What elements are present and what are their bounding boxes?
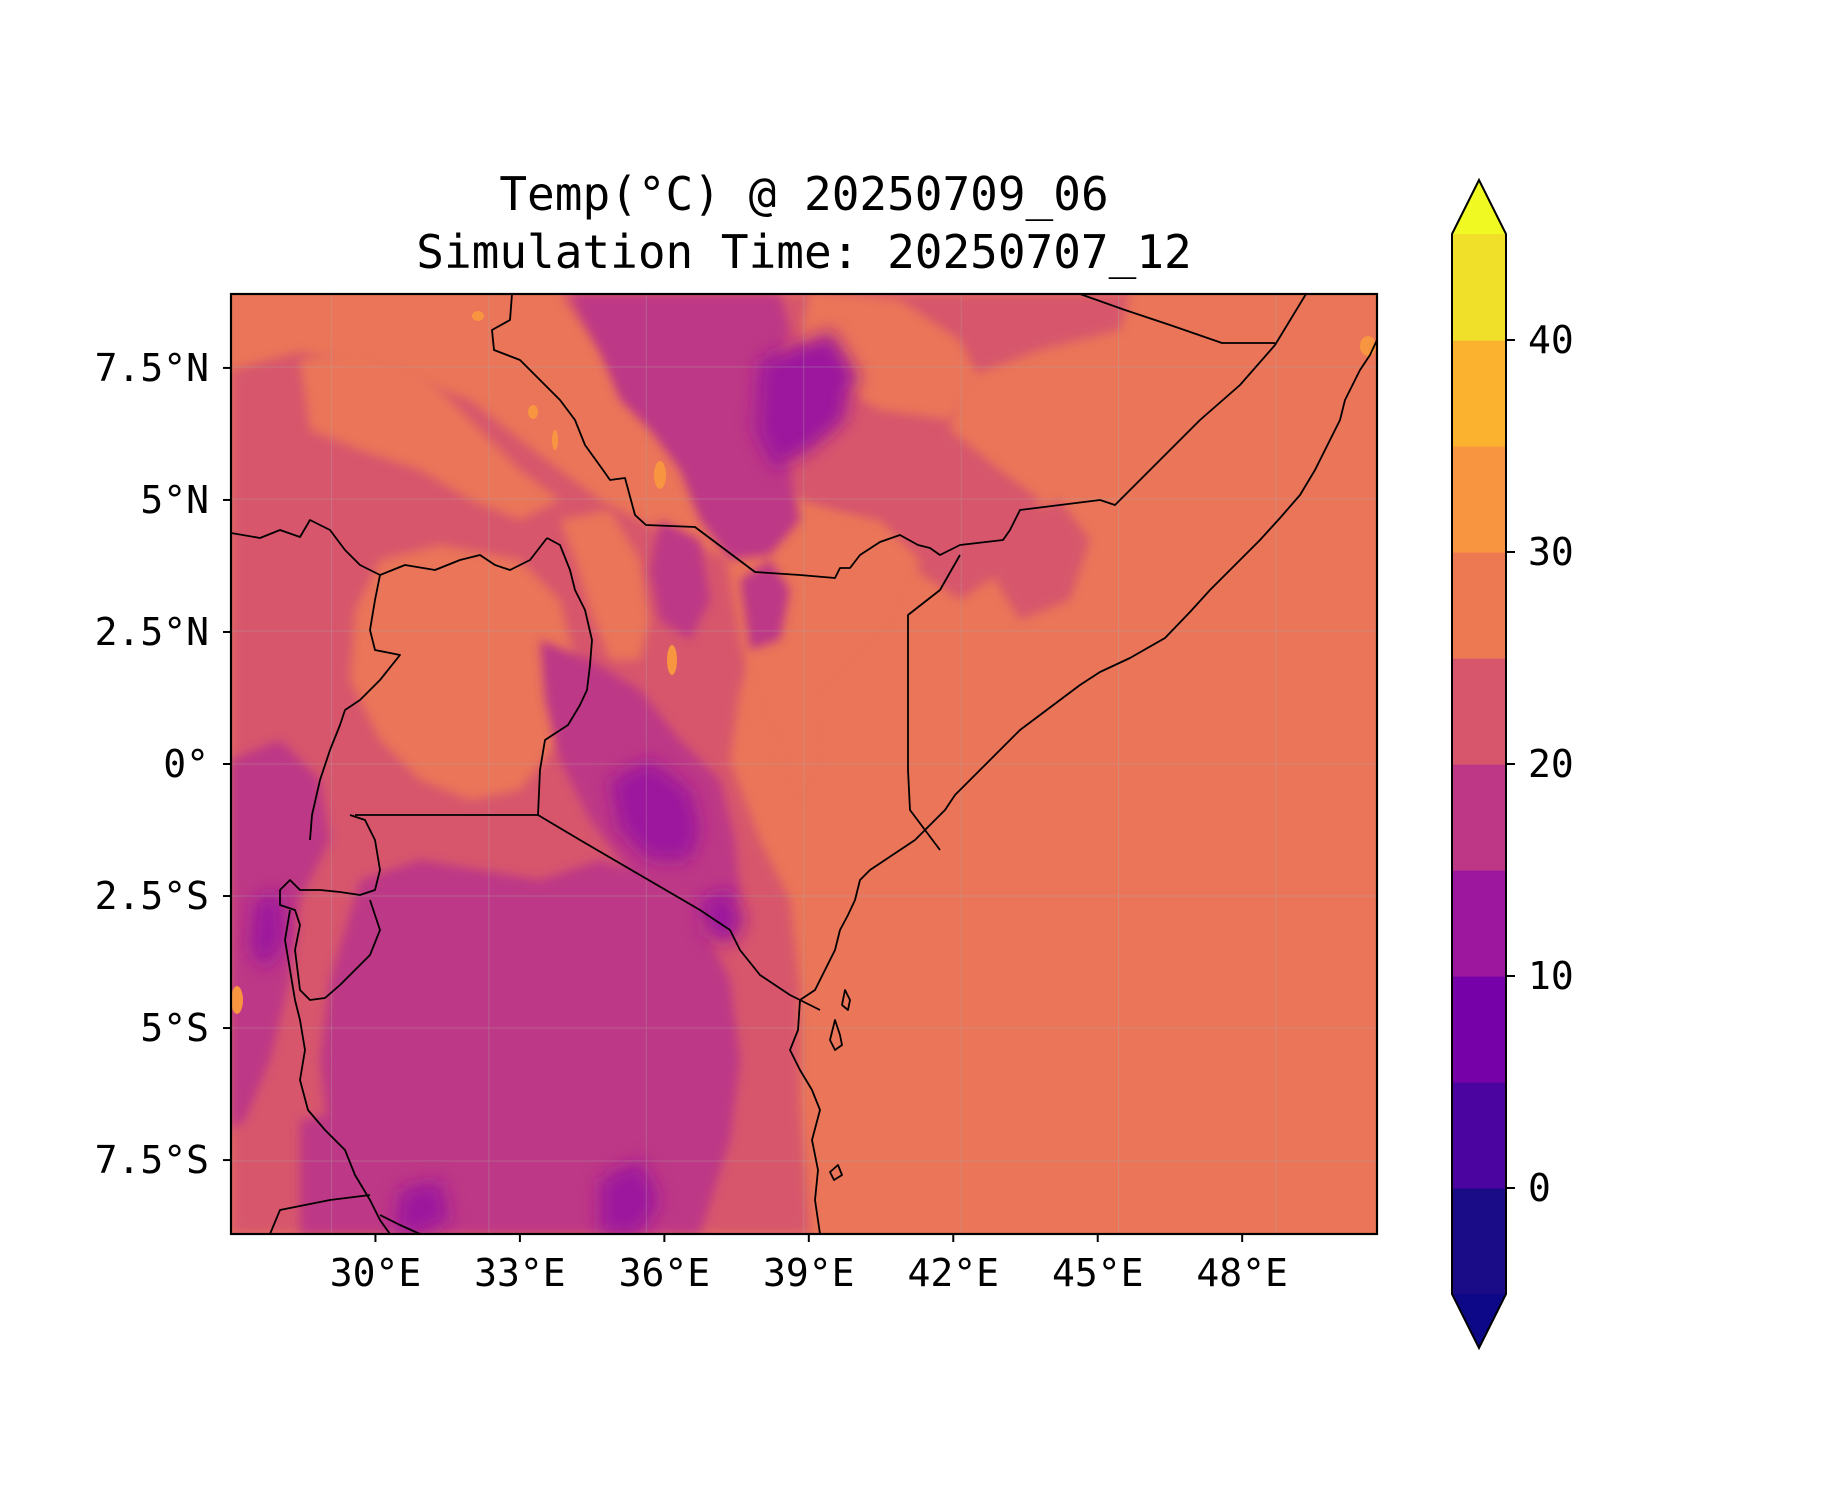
colorbar-over-arrow (1452, 180, 1506, 234)
colorbar-tick-label: 30 (1528, 530, 1574, 574)
colorbar-segment (1452, 658, 1506, 765)
border-uganda-kenya (537, 537, 593, 816)
x-axis: 30°E 33°E 36°E 39°E 42°E 45°E 48°E (330, 1234, 1288, 1295)
border-kenya-somalia (907, 554, 961, 851)
border-south-sudan-ethiopia (491, 294, 1307, 579)
y-tick-label: 2.5°S (95, 874, 209, 918)
colorbar-segment (1452, 552, 1506, 659)
temperature-band-10-15 (250, 330, 860, 1234)
x-tick-label: 42°E (908, 1251, 1000, 1295)
island-mafia (829, 1164, 843, 1181)
x-tick-label: 36°E (619, 1251, 711, 1295)
colorbar: 0 10 20 30 40 (1451, 177, 1574, 1351)
colorbar-under-arrow (1452, 1294, 1506, 1348)
colorbar-segment (1452, 764, 1506, 871)
island-pemba (841, 989, 851, 1011)
x-tick-label: 30°E (330, 1251, 422, 1295)
colorbar-segment (1452, 1188, 1506, 1295)
colorbar-outline (1451, 177, 1507, 1351)
y-tick-label: 7.5°N (95, 346, 209, 390)
colorbar-segment (1452, 234, 1506, 341)
colorbar-segment (1452, 340, 1506, 447)
island-zanzibar (829, 1019, 843, 1051)
y-tick-label: 5°S (140, 1006, 209, 1050)
coastline-east-africa (789, 339, 1377, 1234)
border-sudan-uganda (379, 537, 548, 576)
y-tick-label: 5°N (140, 478, 209, 522)
map-panel (231, 294, 1377, 1234)
title-line-1: Temp(°C) @ 20250709_06 (499, 167, 1108, 221)
x-tick-label: 39°E (763, 1251, 855, 1295)
y-tick-label: 0° (163, 742, 209, 786)
colorbar-segment (1452, 446, 1506, 553)
colorbar-segment (1452, 870, 1506, 977)
colorbar-tick-label: 20 (1528, 742, 1574, 786)
y-axis: 7.5°N 5°N 2.5°N 0° 2.5°S 5°S 7.5°S (95, 346, 231, 1182)
y-tick-label: 2.5°N (95, 610, 209, 654)
colorbar-segment (1452, 1082, 1506, 1189)
x-tick-label: 48°E (1196, 1251, 1288, 1295)
border-tanzania-malawi (379, 1214, 421, 1234)
x-tick-label: 45°E (1052, 1251, 1144, 1295)
border-ethiopia-somaliland (1079, 294, 1275, 344)
border-rwanda-burundi (279, 814, 381, 1001)
colorbar-tick-label: 0 (1528, 1166, 1551, 1210)
border-congo-uganda (231, 519, 401, 841)
border-tanzania-zambia (269, 1194, 371, 1234)
title-line-2: Simulation Time: 20250707_12 (416, 225, 1191, 279)
colorbar-segment (1452, 976, 1506, 1083)
country-borders (231, 294, 1377, 1234)
colorbar-tick-label: 40 (1528, 318, 1574, 362)
colorbar-tick-label: 10 (1528, 954, 1574, 998)
border-kenya-tanzania (537, 814, 821, 1011)
y-tick-label: 7.5°S (95, 1138, 209, 1182)
x-tick-label: 33°E (474, 1251, 566, 1295)
